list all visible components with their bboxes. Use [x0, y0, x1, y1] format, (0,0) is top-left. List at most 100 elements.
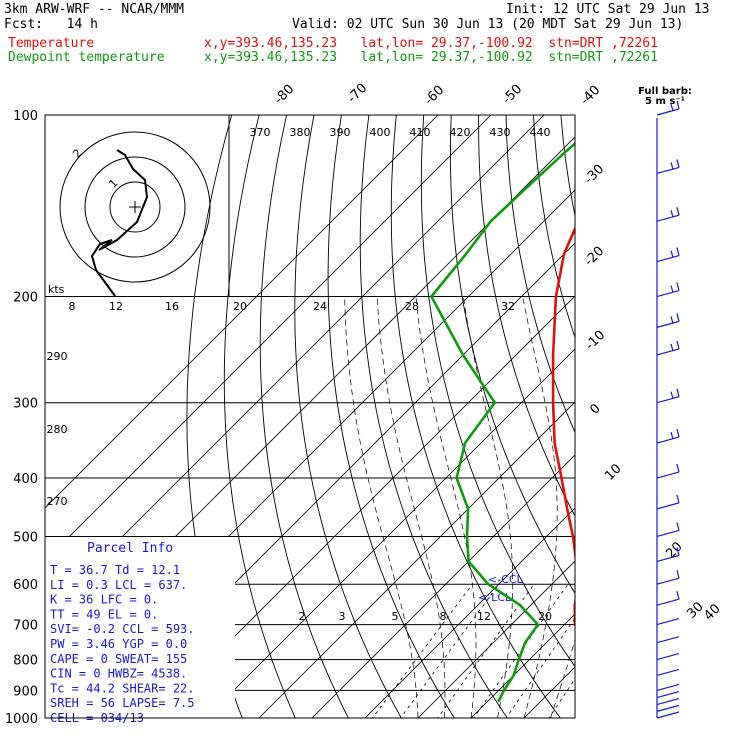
parcel-info-row: TT = 49 EL = 0. — [50, 607, 158, 621]
pressure-label: 100 — [13, 109, 38, 124]
mixing-ratio-line — [437, 583, 535, 718]
wind-barb — [656, 471, 680, 479]
mixing-ratio-line — [473, 583, 569, 718]
wind-barb — [656, 436, 680, 444]
wind-barb — [656, 636, 680, 644]
dry-adiabat-label: 290 — [47, 350, 68, 363]
pressure-label: 900 — [13, 684, 38, 699]
isotherm-line — [258, 401, 575, 718]
parcel-info-row: T = 36.7 Td = 12.1 — [50, 563, 180, 577]
isotherm-label: -60 — [422, 83, 448, 109]
wind-barb — [656, 108, 680, 116]
wind-barb-flag — [676, 159, 680, 168]
theta-label: 410 — [410, 126, 431, 139]
pressure-label: 600 — [13, 578, 38, 593]
wind-barb — [656, 529, 680, 538]
theta-label: 370 — [250, 126, 271, 139]
parcel-info-row: K = 36 LFC = 0. — [50, 593, 158, 607]
hodograph-speed-label: 32 — [501, 300, 515, 313]
wind-barb-flag — [676, 207, 680, 216]
wind-barb-flag — [676, 547, 680, 556]
wind-barb-flag — [670, 343, 674, 352]
parcel-info-row: CAPE = 0 SWEAT= 155 — [50, 652, 187, 666]
wind-barb-flag — [676, 313, 680, 322]
wind-barb-flag — [670, 285, 674, 293]
wind-barb-flag — [670, 431, 674, 440]
plot-frame — [44, 114, 576, 719]
wind-barb — [656, 348, 680, 356]
wind-barb-flag — [676, 522, 680, 531]
dry-adiabat-label: 280 — [47, 423, 68, 436]
pressure-label: 200 — [13, 291, 38, 306]
wind-barb-flag — [676, 494, 680, 504]
wind-barb — [656, 554, 680, 563]
dry-adiabat — [478, 115, 575, 517]
hodograph-speed-label: 20 — [233, 300, 247, 313]
barb-legend-units: 5 m s⁻¹ — [645, 96, 685, 107]
dry-adiabat — [259, 115, 349, 718]
hodograph-ring — [59, 131, 211, 283]
dry-adiabat-label: 270 — [47, 495, 68, 508]
wind-barb-flag — [676, 100, 680, 110]
hodograph-ring — [84, 156, 186, 258]
isotherm-line — [470, 613, 575, 718]
mixing-ratio-line — [400, 583, 500, 718]
isotherm-line — [670, 102, 740, 731]
hodograph-speed-label: 24 — [313, 300, 327, 313]
level-marker: <-CCL — [488, 573, 524, 586]
hodograph-kts-label: kts — [48, 283, 65, 296]
wind-barb — [656, 396, 680, 404]
profile-line — [430, 141, 575, 703]
wind-barb-flag — [670, 162, 674, 170]
isotherm-label: -50 — [500, 82, 526, 108]
wind-barb — [656, 652, 680, 661]
dry-adiabat — [560, 115, 575, 218]
isotherm-label: -70 — [345, 81, 371, 107]
isotherm-label: 10 — [602, 461, 624, 483]
dry-adiabat — [420, 115, 575, 668]
mixing-ratio-label: 3 — [339, 610, 346, 623]
wind-barb — [656, 683, 680, 691]
dry-adiabat — [726, 115, 740, 731]
parcel-info-box — [45, 537, 235, 718]
wind-barb-flag — [676, 282, 680, 291]
temperature-location: x,y=393.46,135.23 lat,lon= 29.37,-100.92… — [204, 36, 658, 51]
isotherm-line — [417, 560, 575, 718]
wind-barb-flag — [670, 391, 674, 399]
isotherm-line — [205, 348, 575, 718]
theta-label: 420 — [450, 126, 471, 139]
wind-barb — [656, 598, 680, 606]
mixing-ratio-label: 8 — [440, 610, 447, 623]
parcel-info-row: PW = 3.46 YGP = 0.0 — [50, 637, 187, 651]
wind-barb — [656, 577, 680, 585]
parcel-info-row: SVI= -0.2 CCL = 593. — [50, 622, 195, 636]
parcel-info-row: CIN = 0 HWBZ= 4538. — [50, 667, 187, 681]
wind-barb — [656, 166, 680, 175]
wind-barb — [656, 711, 680, 719]
parcel-info-row: LI = 0.3 LCL = 637. — [50, 578, 187, 592]
moist-adiabat — [376, 296, 446, 718]
parcel-info-row: SREH = 56 LAPSE= 7.5 — [50, 696, 195, 710]
wind-barb — [656, 704, 680, 712]
parcel-info-row: Tc = 44.2 SHEAR= 22. — [50, 681, 195, 695]
isotherm-line — [152, 295, 575, 718]
wind-barb-flag — [670, 103, 674, 112]
forecast-hour: Fcst: 14 h — [4, 17, 98, 32]
isotherm-line — [564, 102, 740, 731]
dry-adiabat — [294, 115, 402, 718]
temperature-legend-label: Temperature — [8, 36, 95, 51]
moist-adiabat — [550, 638, 575, 718]
dry-adiabat — [359, 115, 508, 718]
mixing-ratio-line — [505, 617, 575, 718]
isotherm-label: -80 — [272, 82, 298, 108]
mixing-ratio-line — [548, 678, 575, 718]
isotherm-label: -10 — [583, 328, 609, 354]
barb-legend-title: Full barb: — [638, 86, 692, 97]
dry-adiabat — [390, 115, 561, 718]
isotherm-label: -20 — [582, 244, 608, 270]
hodograph-ring — [109, 181, 161, 233]
pressure-label: 1000 — [5, 712, 38, 727]
hodograph-trace — [90, 149, 149, 297]
theta-label: 380 — [290, 126, 311, 139]
wind-barb — [656, 618, 680, 626]
